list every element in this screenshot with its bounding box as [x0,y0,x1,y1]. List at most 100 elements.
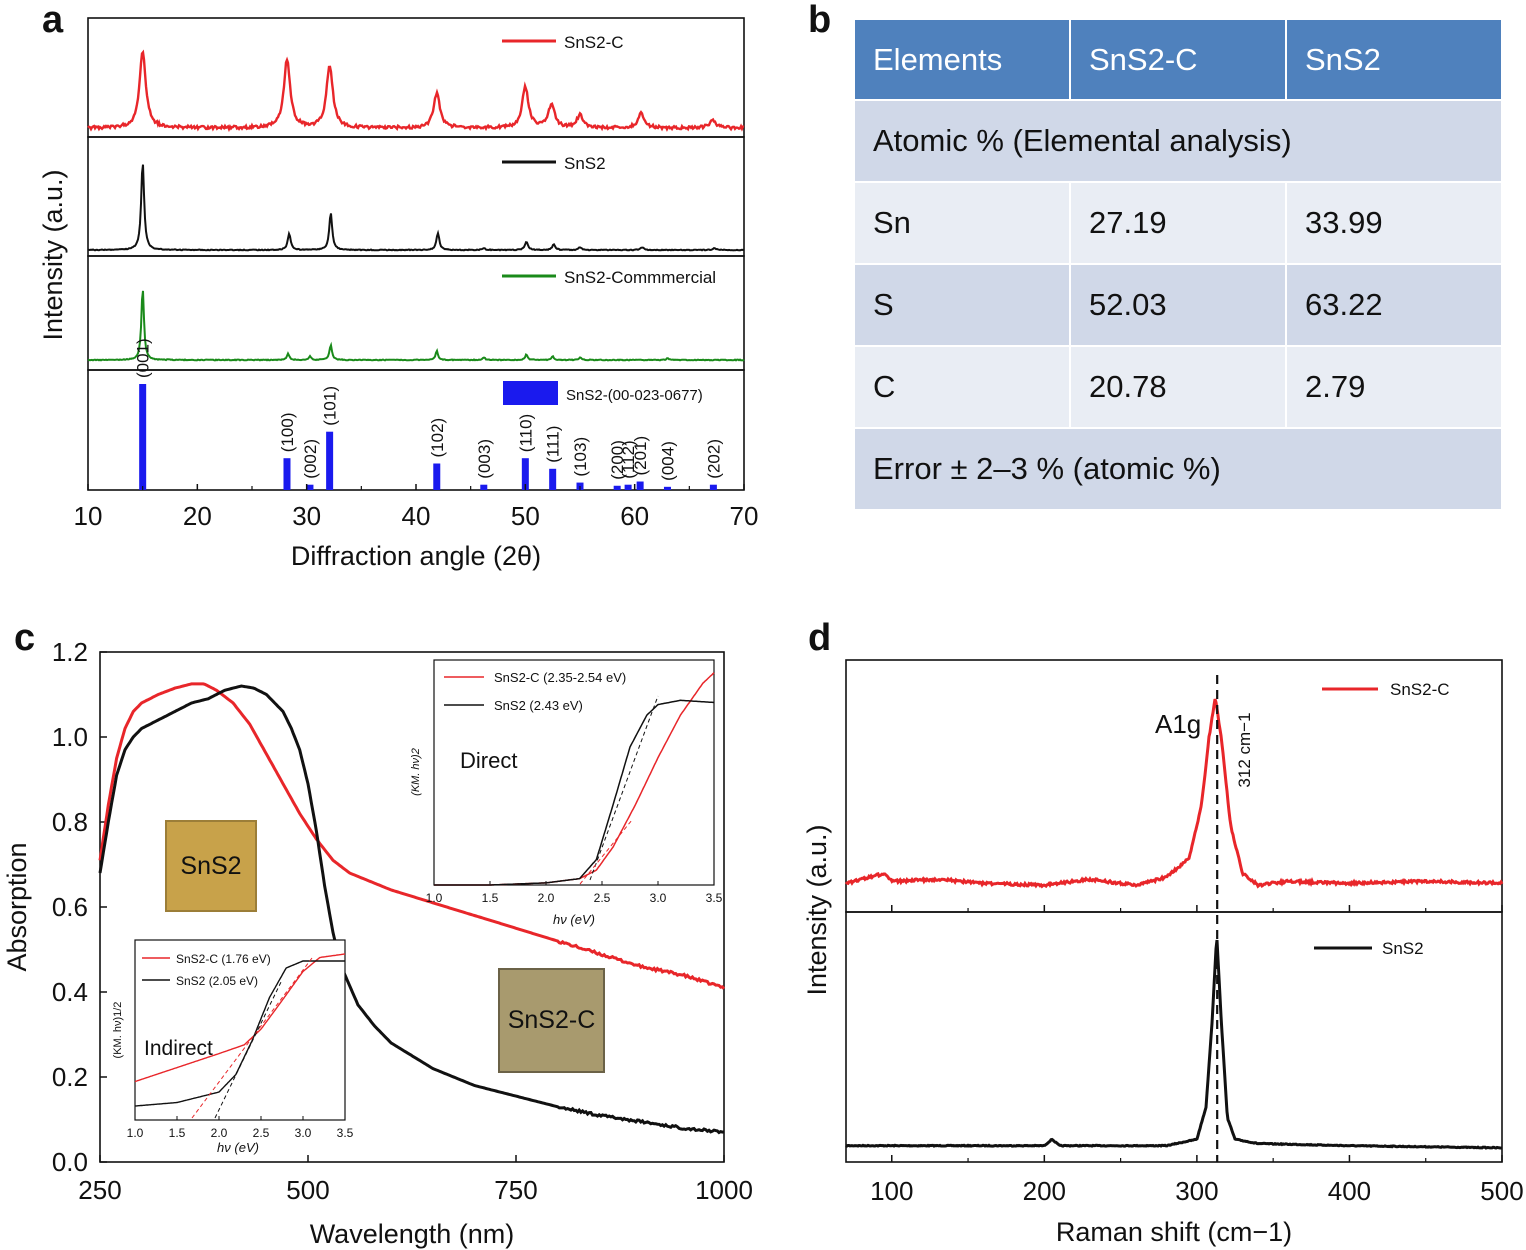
xrd-x-tick-label: 30 [292,501,321,531]
inset-indirect-fit-snsc [191,957,313,1119]
table-header-row: Elements SnS2-C SnS2 [853,18,1503,101]
inset-direct-legend-sns2: SnS2 (2.43 eV) [494,698,583,713]
xrd-bar-hkl-label: (200) [608,440,627,480]
absorption-y-tick-label: 1.2 [52,637,88,667]
inset-x-tick-label: 3.0 [650,891,667,905]
inset-direct-line-sns2 [434,699,715,886]
legend-sns2: SnS2 [564,154,606,173]
inset-direct-fit-sns2 [589,695,659,881]
raman-x-tick-label: 200 [1023,1176,1066,1206]
inset-indirect-legend-snsc: SnS2-C (1.76 eV) [176,952,271,966]
panel-d-xlabel: Raman shift (cm−1) [1056,1217,1292,1247]
table-cell-element: Sn [853,181,1071,265]
absorption-x-tick-label: 250 [78,1175,121,1205]
xrd-bar-hkl-label: (111) [544,426,563,463]
xrd-bar [326,431,334,490]
table-footer: Error ± 2–3 % (atomic %) [853,427,1503,511]
table-row: Sn 27.19 33.99 [853,181,1503,265]
sample-photo-sns2: SnS2 [165,820,257,912]
inset-direct-xlabel: hν (eV) [553,912,595,927]
table-header-cell: SnS2-C [1069,18,1287,101]
xrd-bar [549,468,557,490]
xrd-reference-bars: (001) (100)(002)(101) (102) (003) (110) (111)… [134,338,723,490]
table-cell-sns2: 63.22 [1285,263,1503,347]
panel-a-frames [87,17,745,491]
xrd-line-sns2 [87,164,745,252]
xrd-bar-hkl-label: (004) [658,441,677,481]
xrd-bar-hkl-label: (001) [134,338,153,378]
table-section-row: Atomic % (Elemental analysis) [853,99,1503,183]
raman-line-snsc [844,698,1504,889]
xrd-frame-snsc [87,17,745,138]
inset-indirect-line-snsc [134,953,346,1083]
xrd-x-tick-label: 10 [74,501,103,531]
xrd-bar [624,484,632,490]
inset-x-tick-label: 3.5 [337,1126,354,1140]
raman-line-sns2 [845,939,1502,1150]
inset-direct-ylabel: (KM. hν)2 [410,748,422,796]
raman-peak-position: 312 cm−1 [1235,712,1254,787]
legend-swatch-reference [503,381,558,405]
raman-peak-label: A1g [1155,709,1201,739]
xrd-bar-hkl-label: (110) [516,414,535,452]
inset-x-tick-label: 1.5 [169,1126,186,1140]
xrd-bar [709,484,717,490]
xrd-line-snsc [87,49,745,133]
inset-indirect-ticks: 1.0 1.5 2.0 2.5 3.0 3.5 [127,1116,354,1140]
xrd-bar-hkl-label: (100) [278,413,297,453]
xrd-bar-hkl-label: (112) [619,440,638,478]
xrd-bar-hkl-label: (201) [631,436,650,476]
inset-x-tick-label: 3.5 [706,891,723,905]
table-cell-snsc: 20.78 [1069,345,1287,429]
panel-letter-c: c [14,617,35,659]
inset-x-tick-label: 1.5 [482,891,499,905]
xrd-bar [636,481,644,490]
panel-letter-d: d [808,617,831,659]
xrd-bar [663,486,671,490]
inset-direct-legend-snsc: SnS2-C (2.35-2.54 eV) [494,670,626,685]
xrd-frame-sns2 [87,136,745,257]
inset-x-tick-label: 2.0 [538,891,555,905]
sample-photo-sns2-label: SnS2 [180,851,242,880]
absorption-line-sns2 [98,684,725,1135]
legend-snsc: SnS2-C [564,33,624,52]
sample-photo-snsc-label: SnS2-C [507,1006,596,1034]
xrd-x-tick-label: 20 [183,501,212,531]
absorption-y-tick-label: 0.2 [52,1062,88,1092]
absorption-y-tick-label: 0.6 [52,892,88,922]
absorption-x-tick-label: 750 [494,1175,537,1205]
inset-x-tick-label: 2.5 [594,891,611,905]
panel-d-ylabel: Intensity (a.u.) [802,824,832,995]
absorption-y-tick-label: 0.8 [52,807,88,837]
absorption-y-tick-label: 1.0 [52,722,88,752]
panel-a-xlabel: Diffraction angle (2θ) [291,541,541,571]
panel-a-ylabel: Intensity (a.u.) [38,169,68,340]
inset-x-tick-label: 3.0 [295,1126,312,1140]
inset-x-tick-label: 2.5 [253,1126,270,1140]
xrd-bar [139,384,147,490]
inset-direct-frame [433,659,715,886]
xrd-bar-hkl-label: (003) [475,439,494,479]
absorption-x-tick-label: 500 [286,1175,329,1205]
xrd-bar [613,485,621,490]
absorption-y-tick-label: 0.0 [52,1147,88,1177]
inset-indirect-xlabel: hν (eV) [217,1140,259,1155]
absorption-y-tick-label: 0.4 [52,977,88,1007]
panel-c-xlabel: Wavelength (nm) [310,1219,515,1249]
table-footer-row: Error ± 2–3 % (atomic %) [853,427,1503,511]
panel-letter-b: b [808,0,831,41]
inset-indirect-legend-sns2: SnS2 (2.05 eV) [176,974,258,988]
xrd-bar [521,458,529,490]
inset-indirect-fit-sns2 [214,979,283,1119]
xrd-x-tick-label: 50 [511,501,540,531]
xrd-bar-hkl-label: (103) [571,437,590,477]
table-header-cell: SnS2 [1285,18,1503,101]
composition-table: Elements SnS2-C SnS2 Atomic % (Elemental… [853,18,1503,511]
raman-legend-snsc: SnS2-C [1390,680,1450,699]
inset-indirect-frame [134,939,346,1121]
raman-x-tick-label: 400 [1328,1176,1371,1206]
xrd-bar-hkl-label: (002) [301,439,320,479]
raman-ticks: 100 200 300 400 500 [870,905,1524,1206]
table-cell-element: C [853,345,1071,429]
